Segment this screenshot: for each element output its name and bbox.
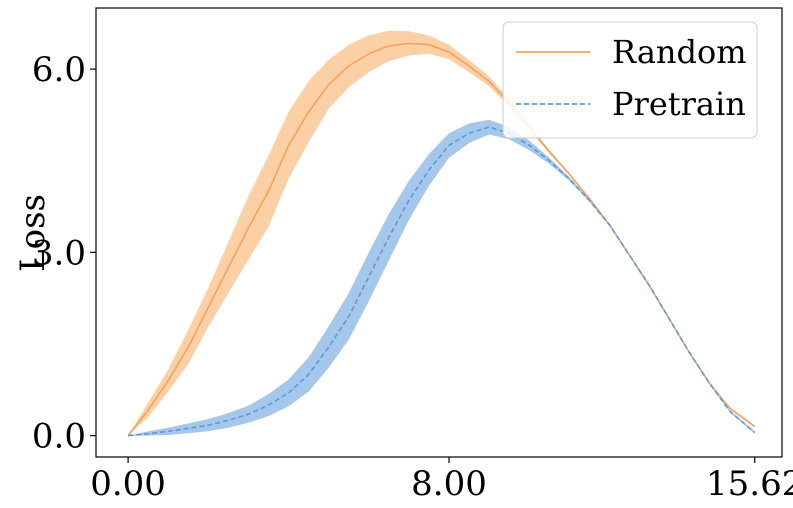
legend-pretrain-label: Pretrain xyxy=(612,85,746,123)
legend-random-label: Random xyxy=(612,33,747,71)
x-axis-ticks: 0.00 8.00 15.62 xyxy=(90,457,793,504)
random-band xyxy=(128,30,755,436)
x-tick-label: 15.62 xyxy=(706,464,793,504)
confidence-bands xyxy=(128,30,755,436)
y-axis-ticks: 0.0 3.0 6.0 xyxy=(32,50,96,457)
legend-box xyxy=(502,21,758,139)
random-line xyxy=(127,42,756,437)
series-lines xyxy=(127,42,756,437)
pretrain-line xyxy=(128,126,756,437)
y-axis-label: Loss xyxy=(13,194,53,272)
y-tick-label: 0.0 xyxy=(32,417,86,457)
y-tick-label: 6.0 xyxy=(32,50,86,90)
x-tick-label: 8.00 xyxy=(411,464,487,504)
plot-frame xyxy=(95,7,783,458)
x-tick-label: 0.00 xyxy=(90,464,166,504)
y-tick-label: 3.0 xyxy=(32,233,86,273)
legend: Random Pretrain xyxy=(502,21,758,139)
